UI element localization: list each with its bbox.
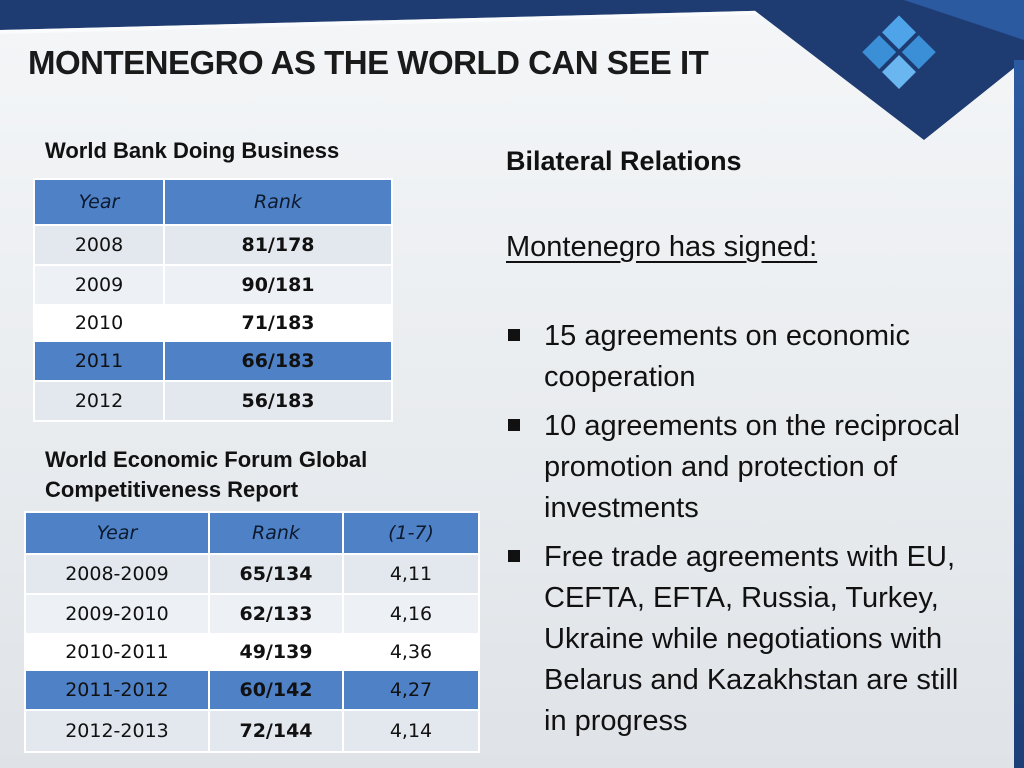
agreements-list: 15 agreements on economic cooperation 10… [506, 316, 986, 750]
square-bullet-icon [508, 329, 520, 341]
signed-intro: Montenegro has signed: [506, 231, 818, 263]
world-bank-table: Year Rank 2008 81/178 2009 90/181 2010 7… [33, 178, 393, 422]
table-row: 2011 66/183 [33, 340, 393, 382]
table-row: 2011-2012 60/142 4,27 [24, 669, 480, 711]
column-header-year: Year [24, 511, 210, 555]
table-row: 2010 71/183 [33, 304, 393, 342]
cell-rank: 71/183 [163, 304, 393, 342]
cell-year: 2009 [33, 264, 165, 306]
slide-title: MONTENEGRO AS THE WORLD CAN SEE IT [28, 44, 709, 81]
cell-rank: 72/144 [208, 709, 344, 753]
cell-score: 4,11 [342, 553, 480, 595]
cell-rank: 90/181 [163, 264, 393, 306]
column-header-rank: Rank [208, 511, 344, 555]
square-bullet-icon [508, 419, 520, 431]
side-accent-bar [1014, 60, 1024, 768]
list-item: 10 agreements on the reciprocal promotio… [506, 406, 986, 529]
table-row: 2008 81/178 [33, 224, 393, 266]
cell-year: 2010-2011 [24, 633, 210, 671]
cell-score: 4,14 [342, 709, 480, 753]
cell-year: 2011 [33, 340, 165, 382]
cell-rank: 56/183 [163, 380, 393, 422]
list-item-text: 10 agreements on the reciprocal promotio… [544, 410, 960, 524]
cell-score: 4,36 [342, 633, 480, 671]
cell-rank: 62/133 [208, 593, 344, 635]
cell-year: 2012 [33, 380, 165, 422]
list-item-text: Free trade agreements with EU, CEFTA, EF… [544, 541, 959, 737]
cell-year: 2010 [33, 304, 165, 342]
wef-section-title: World Economic Forum Global Competitiven… [45, 445, 445, 505]
table-row: 2010-2011 49/139 4,36 [24, 633, 480, 671]
column-header-year: Year [33, 178, 165, 226]
cell-year: 2008-2009 [24, 553, 210, 595]
column-header-score: (1-7) [342, 511, 480, 555]
wef-title-line-1: World Economic Forum Global [45, 447, 368, 472]
cell-year: 2009-2010 [24, 593, 210, 635]
cell-score: 4,27 [342, 669, 480, 711]
cell-rank: 49/139 [208, 633, 344, 671]
cell-score: 4,16 [342, 593, 480, 635]
table-row: 2008-2009 65/134 4,11 [24, 553, 480, 595]
list-item-text: 15 agreements on economic cooperation [544, 320, 910, 393]
cell-year: 2012-2013 [24, 709, 210, 753]
table-header-row: Year Rank (1-7) [24, 511, 480, 555]
wef-table: Year Rank (1-7) 2008-2009 65/134 4,11 20… [24, 511, 480, 753]
list-item: Free trade agreements with EU, CEFTA, EF… [506, 537, 986, 742]
cell-year: 2008 [33, 224, 165, 266]
table-row: 2012-2013 72/144 4,14 [24, 709, 480, 753]
table-row: 2012 56/183 [33, 380, 393, 422]
bilateral-relations-title: Bilateral Relations [506, 146, 742, 176]
list-item: 15 agreements on economic cooperation [506, 316, 986, 398]
cell-rank: 66/183 [163, 340, 393, 382]
square-bullet-icon [508, 550, 520, 562]
table-header-row: Year Rank [33, 178, 393, 226]
cell-year: 2011-2012 [24, 669, 210, 711]
cell-rank: 60/142 [208, 669, 344, 711]
table-row: 2009-2010 62/133 4,16 [24, 593, 480, 635]
table-row: 2009 90/181 [33, 264, 393, 306]
cell-rank: 81/178 [163, 224, 393, 266]
column-header-rank: Rank [163, 178, 393, 226]
logo-wedge [754, 0, 1024, 140]
wef-title-line-2: Competitiveness Report [45, 477, 299, 502]
world-bank-section-title: World Bank Doing Business [45, 138, 340, 163]
cell-rank: 65/134 [208, 553, 344, 595]
